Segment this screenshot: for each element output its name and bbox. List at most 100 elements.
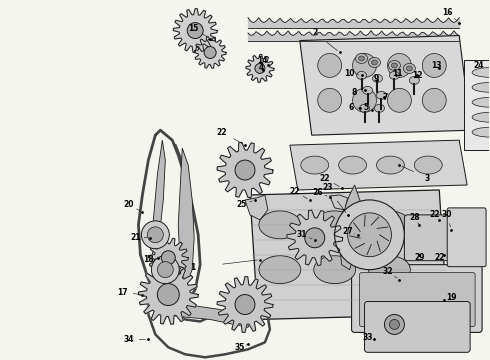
Circle shape <box>305 228 325 248</box>
Text: 34: 34 <box>123 335 134 344</box>
Text: 27: 27 <box>343 227 353 236</box>
Polygon shape <box>330 195 347 210</box>
Text: 9: 9 <box>374 74 379 83</box>
Ellipse shape <box>371 60 377 65</box>
Ellipse shape <box>472 82 490 92</box>
Ellipse shape <box>376 91 387 99</box>
Ellipse shape <box>403 63 416 73</box>
Circle shape <box>422 88 446 112</box>
Bar <box>464 60 490 150</box>
Text: 19: 19 <box>446 293 457 302</box>
Ellipse shape <box>389 60 400 71</box>
Ellipse shape <box>368 211 410 239</box>
Text: 7: 7 <box>383 93 388 102</box>
Ellipse shape <box>472 112 490 122</box>
Text: 22: 22 <box>429 210 440 219</box>
Circle shape <box>385 315 404 334</box>
Text: 20: 20 <box>123 201 134 210</box>
Text: 11: 11 <box>392 69 403 78</box>
Text: 1: 1 <box>191 263 196 272</box>
Text: 16: 16 <box>442 8 452 17</box>
Text: 35: 35 <box>235 343 245 352</box>
Circle shape <box>388 54 412 77</box>
Ellipse shape <box>368 256 410 284</box>
Ellipse shape <box>363 86 372 94</box>
Circle shape <box>422 54 446 77</box>
Polygon shape <box>178 148 194 285</box>
Text: 2: 2 <box>312 28 318 37</box>
Polygon shape <box>287 210 343 265</box>
Circle shape <box>204 46 216 58</box>
Ellipse shape <box>409 76 419 84</box>
Polygon shape <box>152 140 165 275</box>
Polygon shape <box>217 276 273 332</box>
Circle shape <box>318 54 342 77</box>
Ellipse shape <box>390 71 399 80</box>
Polygon shape <box>340 185 362 270</box>
Circle shape <box>335 200 404 270</box>
Text: 26: 26 <box>313 188 323 197</box>
Ellipse shape <box>372 75 383 82</box>
Ellipse shape <box>301 156 329 174</box>
Text: 4: 4 <box>258 63 264 72</box>
Polygon shape <box>217 142 273 198</box>
Text: 22: 22 <box>217 128 227 137</box>
Text: 22: 22 <box>434 253 444 262</box>
Ellipse shape <box>472 127 490 137</box>
Polygon shape <box>246 54 274 82</box>
FancyBboxPatch shape <box>352 265 482 332</box>
Circle shape <box>151 256 179 284</box>
Text: 28: 28 <box>409 213 419 222</box>
Polygon shape <box>148 238 188 278</box>
Text: 17: 17 <box>117 288 128 297</box>
Text: 21: 21 <box>130 233 141 242</box>
Ellipse shape <box>368 58 380 67</box>
Circle shape <box>347 213 392 257</box>
Circle shape <box>235 294 255 315</box>
FancyBboxPatch shape <box>365 302 470 352</box>
Polygon shape <box>138 265 198 324</box>
Ellipse shape <box>392 63 397 68</box>
Circle shape <box>147 227 163 243</box>
Text: 23: 23 <box>322 184 333 193</box>
Text: 15: 15 <box>188 24 198 33</box>
Ellipse shape <box>472 97 490 107</box>
Text: 22: 22 <box>319 174 330 183</box>
Ellipse shape <box>360 104 369 112</box>
Circle shape <box>255 63 265 73</box>
Ellipse shape <box>472 67 490 77</box>
Circle shape <box>187 23 203 39</box>
Ellipse shape <box>374 104 385 112</box>
Text: 14: 14 <box>257 56 267 65</box>
Ellipse shape <box>339 156 367 174</box>
Ellipse shape <box>259 211 301 239</box>
FancyBboxPatch shape <box>404 215 450 261</box>
Text: 30: 30 <box>442 210 452 219</box>
Polygon shape <box>155 302 252 328</box>
Circle shape <box>157 262 173 278</box>
Polygon shape <box>173 9 217 53</box>
FancyBboxPatch shape <box>360 273 475 327</box>
Ellipse shape <box>415 156 442 174</box>
Polygon shape <box>300 36 471 135</box>
Ellipse shape <box>406 66 413 71</box>
Ellipse shape <box>357 71 367 80</box>
Circle shape <box>353 54 376 77</box>
Text: 12: 12 <box>412 71 422 80</box>
Ellipse shape <box>259 256 301 284</box>
Circle shape <box>390 319 399 329</box>
Circle shape <box>142 221 169 249</box>
Circle shape <box>235 160 255 180</box>
Text: 13: 13 <box>431 61 441 70</box>
Text: 8: 8 <box>352 88 357 97</box>
Circle shape <box>318 88 342 112</box>
Text: 25: 25 <box>237 201 247 210</box>
Text: 22: 22 <box>290 188 300 197</box>
Polygon shape <box>250 190 447 319</box>
Text: 3: 3 <box>425 174 430 183</box>
Ellipse shape <box>314 256 356 284</box>
Polygon shape <box>290 140 467 190</box>
Text: 24: 24 <box>474 61 484 70</box>
Text: 32: 32 <box>382 267 392 276</box>
Ellipse shape <box>356 54 368 63</box>
